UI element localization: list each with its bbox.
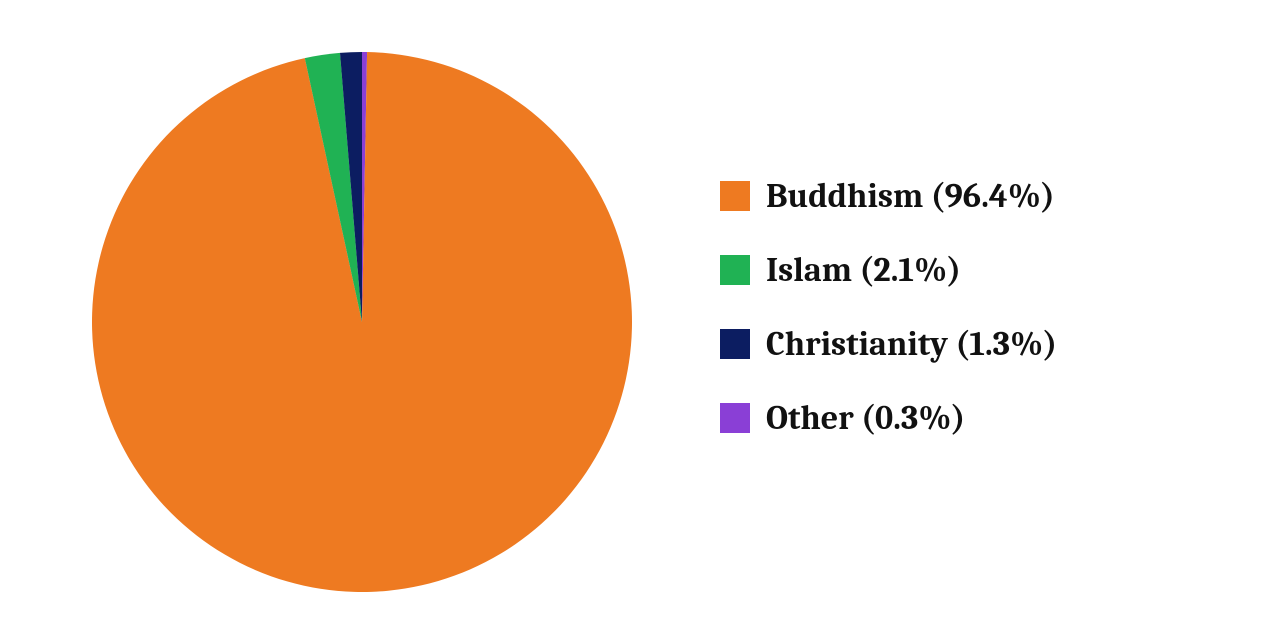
legend-label: Islam (2.1%) xyxy=(766,250,961,290)
legend: Buddhism (96.4%) Islam (2.1%) Christiani… xyxy=(720,176,1057,438)
chart-stage: Buddhism (96.4%) Islam (2.1%) Christiani… xyxy=(0,0,1280,640)
legend-swatch xyxy=(720,403,750,433)
legend-label: Christianity (1.3%) xyxy=(766,324,1057,364)
legend-item-buddhism: Buddhism (96.4%) xyxy=(720,176,1057,216)
pie-chart xyxy=(92,52,632,596)
legend-label: Buddhism (96.4%) xyxy=(766,176,1055,216)
legend-item-islam: Islam (2.1%) xyxy=(720,250,1057,290)
legend-swatch xyxy=(720,255,750,285)
legend-item-other: Other (0.3%) xyxy=(720,398,1057,438)
legend-swatch xyxy=(720,329,750,359)
legend-item-christianity: Christianity (1.3%) xyxy=(720,324,1057,364)
legend-label: Other (0.3%) xyxy=(766,398,965,438)
pie-svg xyxy=(92,52,632,592)
legend-swatch xyxy=(720,181,750,211)
